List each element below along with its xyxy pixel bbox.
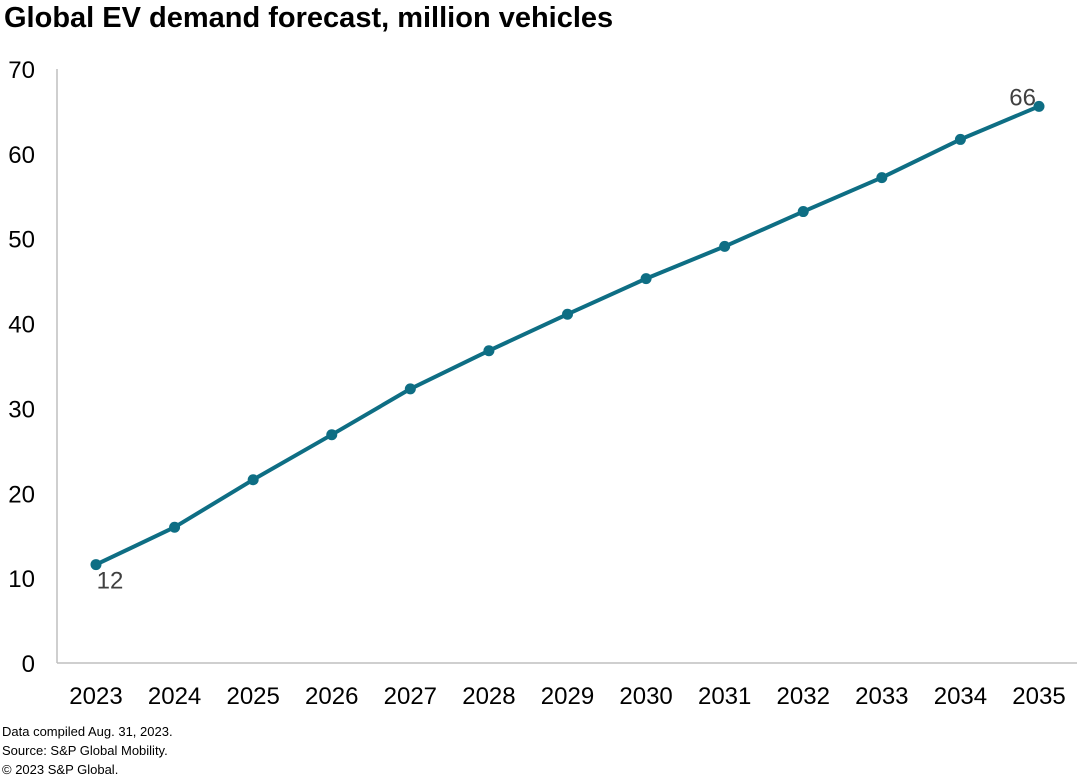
x-tick-label: 2030	[619, 683, 672, 710]
y-tick-label: 0	[22, 651, 35, 678]
x-tick-label: 2025	[226, 683, 279, 710]
series-line	[94, 104, 1041, 567]
x-tick-label: 2026	[305, 683, 358, 710]
footnotes: Data compiled Aug. 31, 2023. Source: S&P…	[2, 722, 173, 779]
footnote-source: Source: S&P Global Mobility.	[2, 743, 168, 758]
data-point	[169, 521, 181, 533]
data-point	[247, 474, 259, 486]
y-tick-label: 50	[8, 227, 35, 254]
data-point	[954, 133, 966, 145]
data-point	[797, 206, 809, 218]
y-tick-label: 30	[8, 396, 35, 423]
data-point	[326, 429, 338, 441]
data-point	[483, 345, 495, 357]
x-tick-label: 2031	[698, 683, 751, 710]
data-point	[1033, 100, 1045, 112]
y-tick-label: 60	[8, 142, 35, 169]
data-label: 12	[97, 568, 124, 595]
footnote-copyright: © 2023 S&P Global.	[2, 762, 119, 777]
x-tick-label: 2029	[541, 683, 594, 710]
x-tick-label: 2032	[777, 683, 830, 710]
x-tick-label: 2035	[1012, 683, 1065, 710]
y-tick-label: 40	[8, 312, 35, 339]
data-point	[640, 273, 652, 285]
x-tick-label: 2033	[855, 683, 908, 710]
data-label: 66	[1009, 84, 1036, 111]
x-tick-label: 2028	[462, 683, 515, 710]
data-labels: 12 66	[97, 84, 1036, 594]
data-point	[90, 559, 102, 571]
data-point	[719, 240, 731, 252]
y-tick-label: 20	[8, 481, 35, 508]
y-tick-label: 10	[8, 566, 35, 593]
y-tick-label: 70	[8, 57, 35, 84]
x-tick-label: 2023	[69, 683, 122, 710]
x-tick-label: 2027	[384, 683, 437, 710]
y-tick-labels: 0 10 20 30 40 50 60 70	[8, 57, 35, 678]
x-tick-label: 2024	[148, 683, 201, 710]
x-tick-label: 2034	[934, 683, 987, 710]
data-point	[404, 383, 416, 395]
chart-title: Global EV demand forecast, million vehic…	[4, 2, 614, 34]
data-point	[876, 172, 888, 184]
footnote-compiled: Data compiled Aug. 31, 2023.	[2, 724, 173, 739]
x-tick-labels: 2023 2024 2025 2026 2027 2028 2029 2030 2031 2032…	[69, 683, 1065, 710]
data-point	[562, 308, 573, 320]
data-points	[90, 100, 1045, 571]
